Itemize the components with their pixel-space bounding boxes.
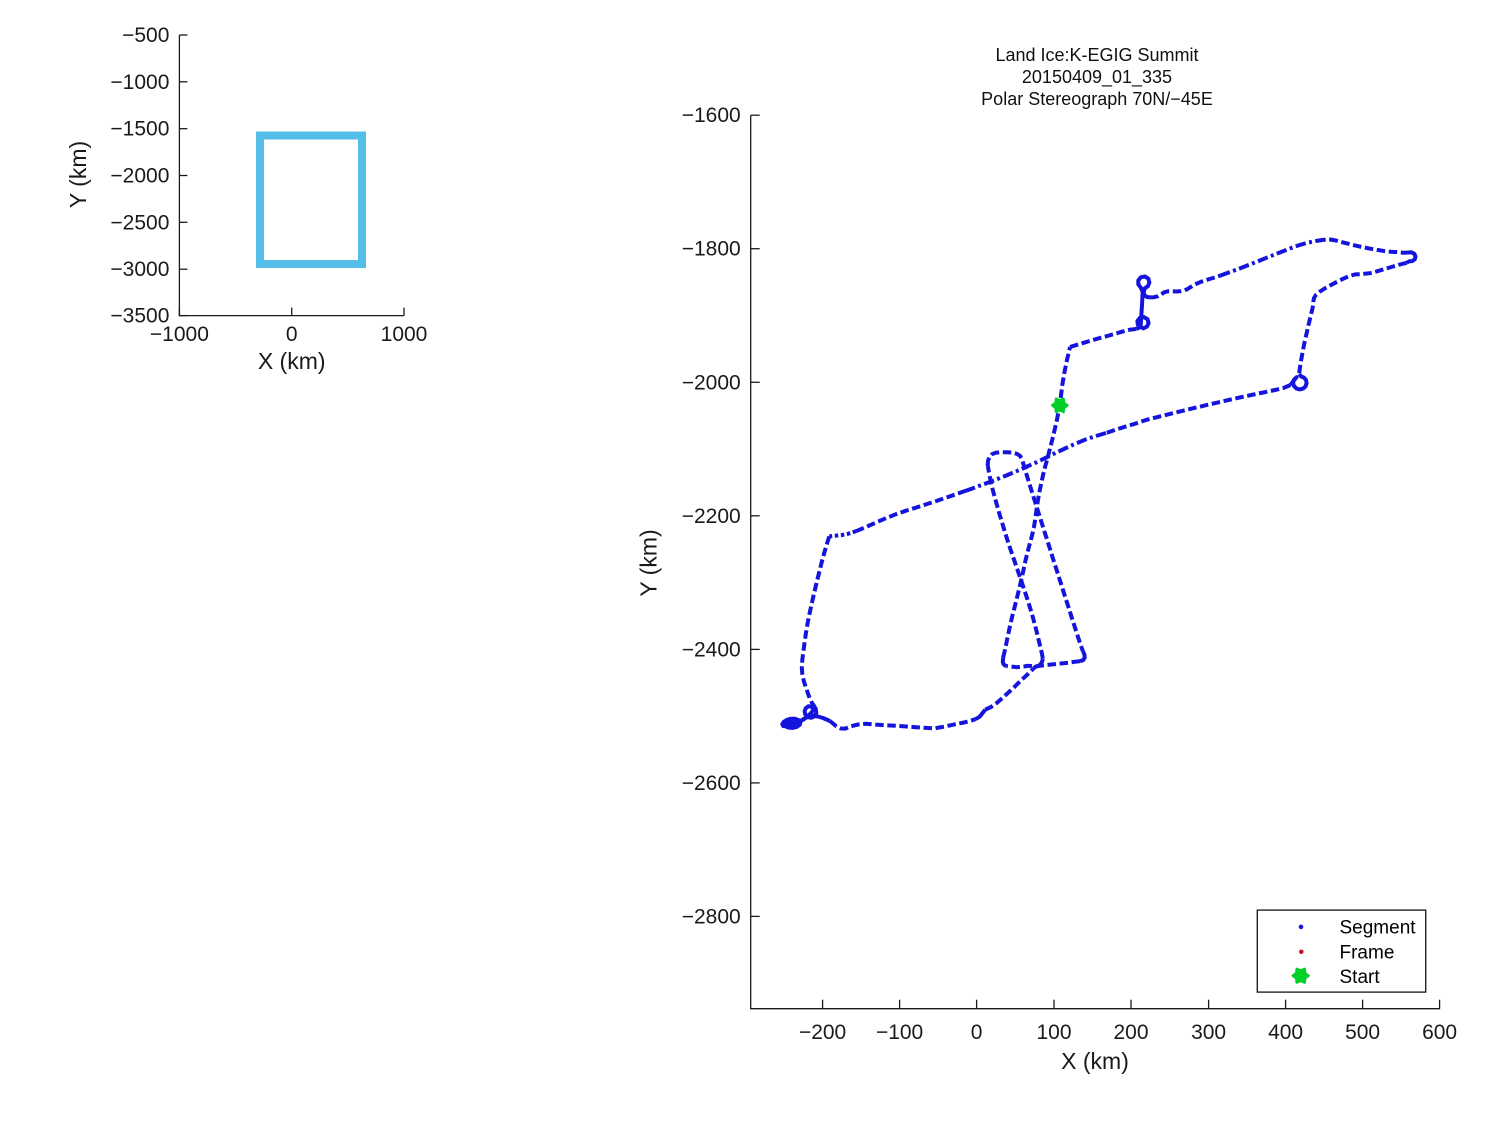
svg-text:Y (km): Y (km)	[636, 529, 662, 596]
svg-text:−2000: −2000	[110, 165, 169, 188]
svg-text:Land Ice:K-EGIG Summit: Land Ice:K-EGIG Summit	[995, 45, 1198, 65]
svg-text:Start: Start	[1340, 967, 1381, 988]
svg-text:Frame: Frame	[1340, 942, 1395, 963]
svg-text:−2400: −2400	[682, 638, 741, 661]
svg-text:0: 0	[971, 1021, 983, 1044]
svg-text:X (km): X (km)	[1061, 1048, 1129, 1074]
svg-text:−1500: −1500	[110, 118, 169, 141]
svg-text:−3500: −3500	[110, 305, 169, 328]
svg-text:Segment: Segment	[1340, 918, 1417, 939]
svg-text:−2000: −2000	[682, 371, 741, 394]
svg-text:−200: −200	[799, 1021, 846, 1044]
svg-text:X (km): X (km)	[258, 348, 326, 374]
svg-text:−1000: −1000	[110, 71, 169, 94]
svg-text:300: 300	[1191, 1021, 1226, 1044]
svg-text:−1000: −1000	[150, 323, 209, 346]
svg-text:−2600: −2600	[682, 772, 741, 795]
svg-text:1000: 1000	[381, 323, 428, 346]
svg-text:−1800: −1800	[682, 238, 741, 261]
svg-text:Y (km): Y (km)	[65, 141, 91, 208]
svg-text:−100: −100	[876, 1021, 923, 1044]
svg-text:−500: −500	[122, 24, 169, 47]
svg-text:20150409_01_335: 20150409_01_335	[1022, 67, 1172, 88]
svg-text:100: 100	[1036, 1021, 1071, 1044]
svg-text:−2500: −2500	[110, 211, 169, 234]
svg-text:−2200: −2200	[682, 505, 741, 528]
svg-text:Polar Stereograph 70N/−45E: Polar Stereograph 70N/−45E	[981, 89, 1213, 109]
svg-text:−3000: −3000	[110, 258, 169, 281]
svg-text:−2800: −2800	[682, 905, 741, 928]
svg-text:−1600: −1600	[682, 104, 741, 127]
svg-text:600: 600	[1422, 1021, 1457, 1044]
svg-text:500: 500	[1345, 1021, 1380, 1044]
svg-text:0: 0	[286, 323, 298, 346]
svg-text:200: 200	[1113, 1021, 1148, 1044]
svg-text:400: 400	[1268, 1021, 1303, 1044]
